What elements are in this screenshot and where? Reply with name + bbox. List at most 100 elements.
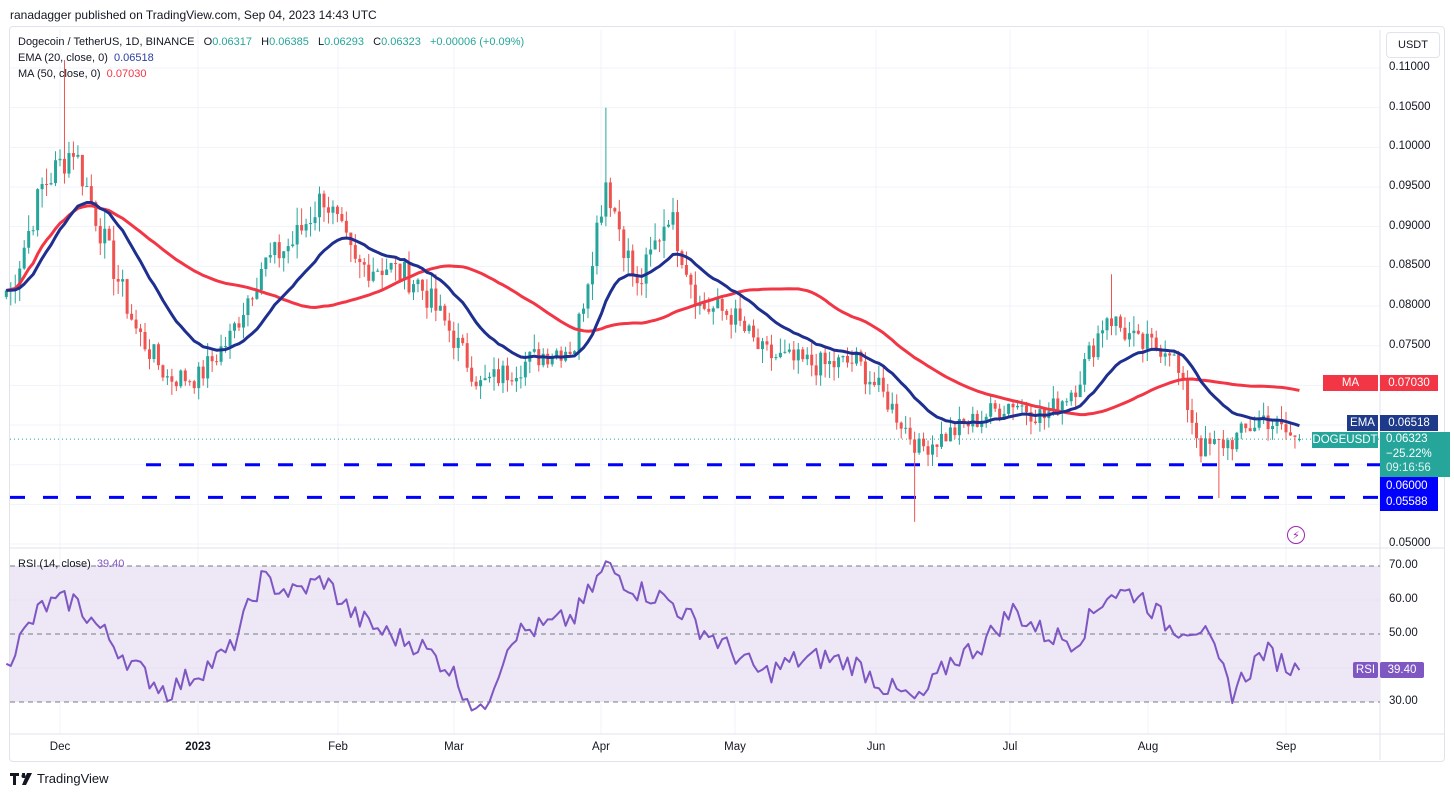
candle-body: [318, 193, 322, 218]
candle-body: [80, 154, 84, 187]
candle-body: [295, 225, 299, 245]
ma-legend[interactable]: MA (50, close, 0) 0.07030: [18, 68, 146, 80]
candle-body: [1150, 333, 1154, 338]
rsi-tick-label: 60.00: [1389, 593, 1418, 605]
ma-50-line: [5, 204, 1300, 417]
candle-body: [340, 214, 344, 221]
candle-body: [1190, 410, 1194, 423]
candle-body: [1060, 401, 1064, 414]
rsi-tick-label: 30.00: [1389, 695, 1418, 707]
ma-tag-label: MA: [1323, 375, 1378, 391]
rsi-tag-label: RSI: [1353, 662, 1378, 678]
brand-name: TradingView: [37, 771, 109, 786]
candle-body: [98, 225, 102, 244]
candle-body: [331, 206, 335, 213]
open-label: O: [203, 36, 213, 48]
rsi-tag-value: 39.40: [1380, 662, 1424, 678]
candle-body: [1083, 359, 1087, 385]
candle-body: [67, 153, 71, 174]
candle-body: [1074, 392, 1078, 398]
candle-body: [18, 268, 22, 287]
candle-body: [1253, 427, 1257, 432]
candle-body: [667, 224, 671, 227]
candle-body: [107, 228, 111, 241]
candle-body: [850, 362, 854, 364]
candle-body: [1033, 421, 1037, 424]
price-tick-label: 0.07500: [1389, 338, 1431, 351]
candle-body: [868, 381, 872, 385]
candle-body: [823, 352, 827, 365]
candle-body: [219, 346, 223, 362]
rsi-legend[interactable]: RSI (14, close) 39.40: [18, 558, 124, 570]
candle-body: [957, 419, 961, 436]
candle-body: [116, 278, 120, 282]
support-2-value: 0.05588: [1386, 496, 1428, 508]
candle-body: [1007, 403, 1011, 414]
currency-button[interactable]: USDT: [1386, 32, 1440, 58]
candle-body: [971, 413, 975, 427]
candle-body: [814, 365, 818, 376]
candle-body: [859, 351, 863, 362]
price-tick-label: 0.08500: [1389, 259, 1431, 272]
candle-body: [541, 353, 545, 366]
candle-body: [27, 231, 31, 248]
candle-body: [1297, 439, 1301, 441]
candle-body: [1101, 330, 1105, 334]
candle-body: [819, 352, 823, 376]
candle-body: [394, 262, 398, 264]
candle-body: [926, 446, 930, 455]
candle-body: [353, 245, 357, 259]
candle-body: [1168, 353, 1172, 356]
open-value: 0.06317: [212, 36, 252, 48]
candle-body: [1087, 345, 1091, 360]
candle-body: [783, 351, 787, 353]
candle-body: [752, 325, 756, 338]
candle-body: [192, 381, 196, 389]
ma-tag-value: 0.07030: [1380, 375, 1438, 391]
candle-body: [277, 242, 281, 259]
lightning-icon[interactable]: ⚡: [1287, 526, 1305, 544]
candle-body: [599, 216, 603, 223]
candle-body: [689, 274, 693, 285]
candle-body: [595, 222, 599, 266]
candle-body: [756, 337, 760, 350]
chart-frame: [9, 26, 1445, 762]
candle-body: [282, 251, 286, 259]
candle-body: [268, 255, 272, 258]
candle-body: [241, 315, 245, 328]
candle-body: [411, 284, 415, 293]
tradingview-logo-icon: [10, 772, 32, 785]
candle-body: [1244, 423, 1248, 429]
candle-body: [984, 416, 988, 421]
candle-body: [1154, 337, 1158, 349]
candle-body: [300, 225, 304, 231]
candle-body: [335, 206, 339, 215]
candle-body: [313, 217, 317, 224]
candle-body: [174, 381, 178, 387]
candle-body: [1208, 438, 1212, 444]
candle-body: [805, 354, 809, 360]
candle-body: [711, 308, 715, 312]
candle-body: [1159, 348, 1163, 357]
ema-legend-label: EMA (20, close, 0): [18, 52, 108, 64]
symbol-title[interactable]: Dogecoin / TetherUS, 1D, BINANCE: [18, 36, 195, 48]
last-price: 0.06323: [1386, 433, 1428, 445]
candle-body: [134, 319, 138, 329]
candle-body: [980, 420, 984, 427]
candle-body: [224, 346, 228, 348]
tradingview-logo[interactable]: TradingView: [10, 771, 109, 786]
price-tick-label: 0.10500: [1389, 100, 1431, 113]
candle-body: [640, 283, 644, 285]
candle-body: [371, 271, 375, 281]
candle-body: [470, 367, 474, 382]
price-tick-label: 0.05000: [1389, 537, 1431, 550]
candle-body: [613, 208, 617, 212]
candle-body: [326, 207, 330, 213]
time-tick-label: Jul: [1002, 741, 1018, 753]
ema-20-line: [6, 200, 1300, 428]
candle-body: [228, 330, 232, 347]
candle-body: [1132, 330, 1136, 334]
ema-legend[interactable]: EMA (20, close, 0) 0.06518: [18, 52, 154, 64]
candle-body: [286, 246, 290, 252]
